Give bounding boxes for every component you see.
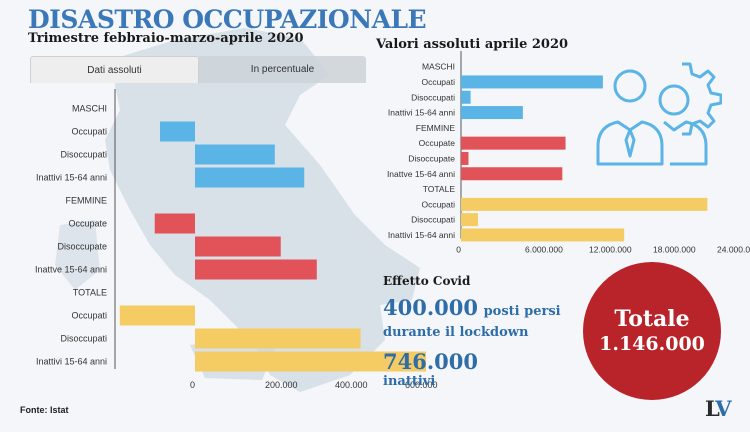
stat1-text: posti persi durante il lockdown xyxy=(383,304,561,340)
stat-inattivi: 746.000 inattivi xyxy=(383,349,478,392)
right-bar-9-occupati xyxy=(461,197,708,211)
tab-in-percentuale[interactable]: In percentuale xyxy=(199,56,366,83)
left-tick-1: 200.000 xyxy=(265,380,298,390)
left-label-3-inattivi-15-64-anni: Inattivi 15-64 anni xyxy=(36,173,107,183)
left-tick-2: 400.000 xyxy=(335,380,368,390)
stat1-number: 400.000 xyxy=(383,295,478,320)
left-label-4-femmine: FEMMINE xyxy=(66,196,108,206)
view-tabs: Dati assoluti In percentuale xyxy=(30,56,366,83)
left-bar-10-disoccupati xyxy=(195,328,361,349)
right-label-8-totale: TOTALE xyxy=(423,184,456,194)
right-label-6-disoccupate: Disoccupate xyxy=(408,153,455,163)
right-bar-5-occupate xyxy=(461,136,566,150)
left-bar-1-occupati xyxy=(160,121,195,142)
right-bar-2-disoccupati xyxy=(461,90,471,104)
stat2-text: inattivi xyxy=(383,374,436,389)
brand-logo: LV xyxy=(705,396,732,421)
people-gear-icon xyxy=(596,62,722,166)
covid-heading: Effetto Covid xyxy=(383,274,471,288)
left-label-8-totale: TOTALE xyxy=(73,288,107,298)
left-label-0-maschi: MASCHI xyxy=(72,104,107,114)
left-bar-9-occupati xyxy=(119,305,195,326)
left-label-2-disoccupati: Disoccupati xyxy=(60,150,107,160)
left-bar-6-disoccupate xyxy=(195,236,281,257)
right-label-2-disoccupati: Disoccupati xyxy=(411,92,455,102)
left-label-11-inattivi-15-64-anni: Inattivi 15-64 anni xyxy=(36,357,107,367)
right-tick-1: 6.000.000 xyxy=(525,245,563,255)
right-tick-4: 24.000.000 xyxy=(717,245,750,255)
right-label-1-occupati: Occupati xyxy=(421,77,455,87)
right-bar-3-inattivi-15-64-anni xyxy=(461,106,523,120)
right-chart-title: Valori assoluti aprile 2020 xyxy=(376,37,569,52)
page-title: DISASTRO OCCUPAZIONALE xyxy=(28,5,427,34)
left-tick-3: 600.000 xyxy=(405,380,438,390)
total-circle: Totale 1.146.000 xyxy=(583,262,721,400)
tab-dati-assoluti[interactable]: Dati assoluti xyxy=(30,56,199,83)
left-label-7-inattve-15-64-anni: Inattve 15-64 anni xyxy=(35,265,107,275)
left-label-5-occupate: Occupate xyxy=(68,219,107,229)
right-bar-7-inattve-15-64-anni xyxy=(461,167,563,181)
right-label-11-inattivi-15-64-anni: Inattivi 15-64 anni xyxy=(388,230,455,240)
logo-v: V xyxy=(715,396,731,421)
stat2-number: 746.000 xyxy=(383,349,478,374)
left-tick-0: 0 xyxy=(190,380,195,390)
left-bar-2-disoccupati xyxy=(195,144,275,165)
left-label-10-disoccupati: Disoccupati xyxy=(60,334,107,344)
left-bar-11-inattivi-15-64-anni xyxy=(195,351,426,372)
right-tick-2: 12.000.000 xyxy=(589,245,632,255)
right-label-10-disoccupati: Disoccupati xyxy=(411,215,455,225)
right-tick-3: 18.000.000 xyxy=(653,245,696,255)
right-label-7-inattve-15-64-anni: Inattve 15-64 anni xyxy=(387,169,455,179)
right-bar-6-disoccupate xyxy=(461,151,469,165)
stat-posti-persi: 400.000 posti persi durante il lockdown xyxy=(383,295,583,342)
right-label-3-inattivi-15-64-anni: Inattivi 15-64 anni xyxy=(388,108,455,118)
left-label-9-occupati: Occupati xyxy=(71,311,107,321)
left-bar-5-occupate xyxy=(154,213,195,234)
right-bar-1-occupati xyxy=(461,75,603,89)
left-bar-7-inattve-15-64-anni xyxy=(195,259,317,280)
left-label-1-occupati: Occupati xyxy=(71,127,107,137)
left-bar-3-inattivi-15-64-anni xyxy=(195,167,305,188)
source-note: Fonte: Istat xyxy=(20,405,69,415)
left-label-6-disoccupate: Disoccupate xyxy=(57,242,107,252)
total-value: 1.146.000 xyxy=(599,333,705,355)
page-subtitle: Trimestre febbraio-marzo-aprile 2020 xyxy=(28,31,304,46)
total-label: Totale xyxy=(614,306,690,332)
logo-l: L xyxy=(705,396,717,421)
right-label-0-maschi: MASCHI xyxy=(422,62,455,72)
right-label-9-occupati: Occupati xyxy=(421,199,455,209)
right-tick-0: 0 xyxy=(456,245,461,255)
right-bar-11-inattivi-15-64-anni xyxy=(461,228,625,242)
right-bar-10-disoccupati xyxy=(461,213,479,227)
right-label-5-occupate: Occupate xyxy=(419,138,456,148)
right-label-4-femmine: FEMMINE xyxy=(416,123,456,133)
